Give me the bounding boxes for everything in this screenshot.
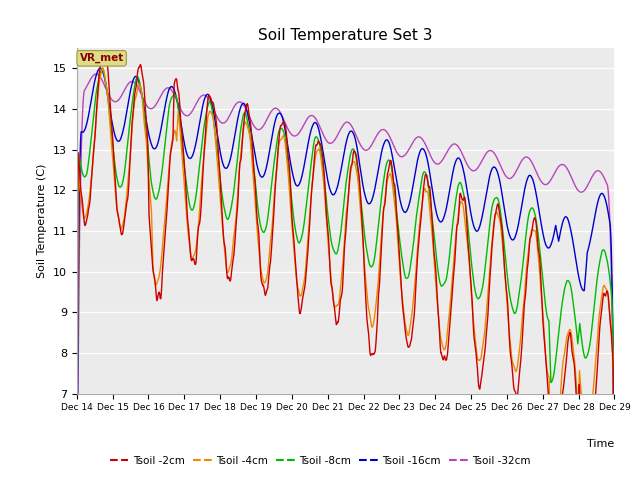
Text: VR_met: VR_met bbox=[79, 53, 124, 63]
Y-axis label: Soil Temperature (C): Soil Temperature (C) bbox=[37, 164, 47, 278]
Legend: Tsoil -2cm, Tsoil -4cm, Tsoil -8cm, Tsoil -16cm, Tsoil -32cm: Tsoil -2cm, Tsoil -4cm, Tsoil -8cm, Tsoi… bbox=[106, 452, 534, 470]
Text: Time: Time bbox=[587, 439, 614, 448]
Title: Soil Temperature Set 3: Soil Temperature Set 3 bbox=[259, 28, 433, 43]
